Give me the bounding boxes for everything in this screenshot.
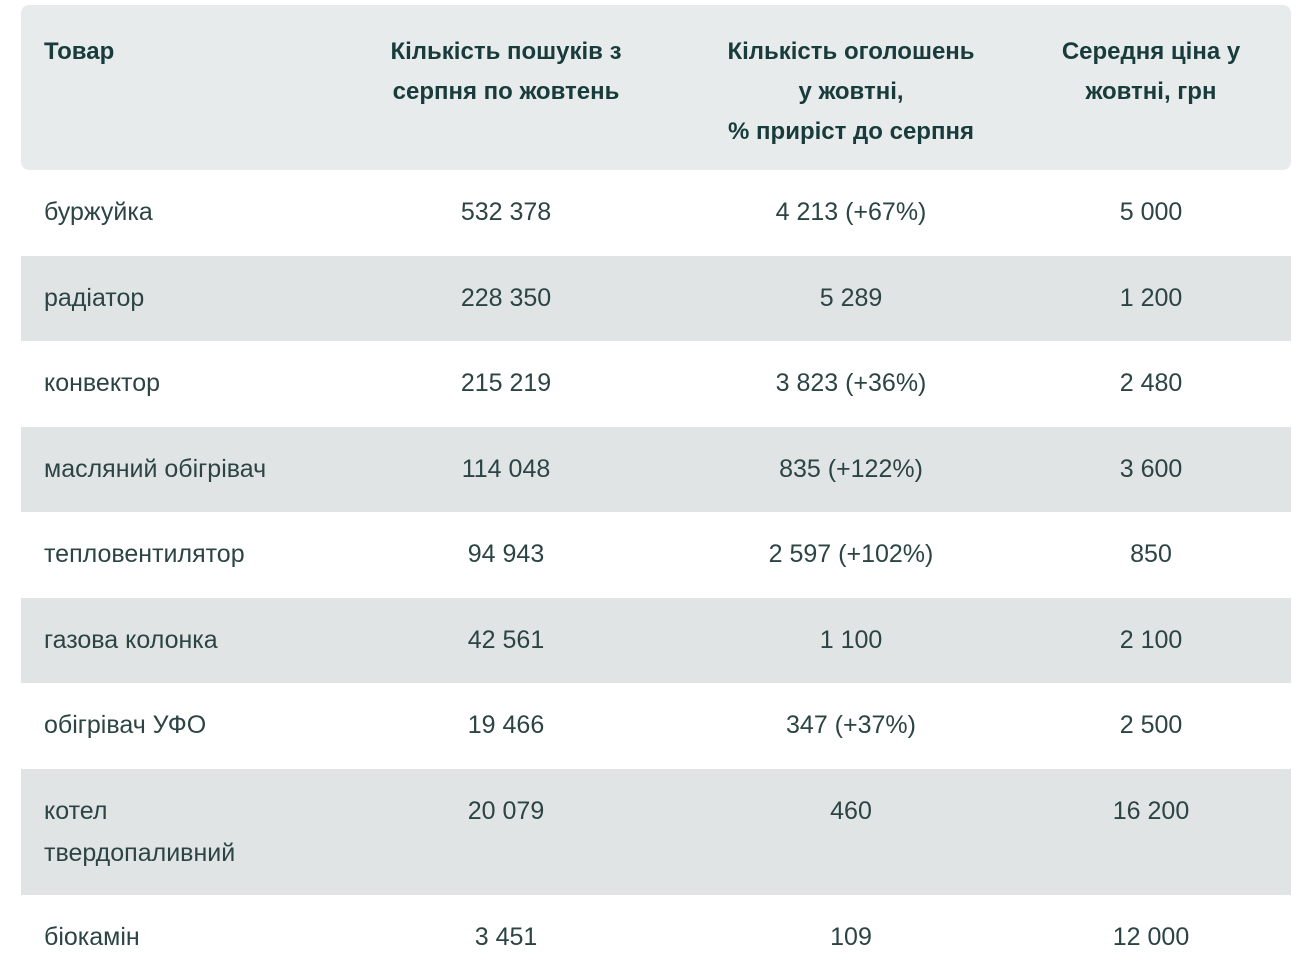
cell-listings: 2 597 (+102%) [768, 540, 934, 568]
cell-product: тепловентилятор [44, 540, 245, 568]
cell-listings: 835 (+122%) [779, 455, 923, 483]
cell-avg-price: 3 600 [1119, 455, 1183, 483]
table-row: тепловентилятор 94 943 2 597 (+102%) 850 [21, 512, 1291, 598]
table-row: масляний обігрівач 114 048 835 (+122%) 3… [21, 427, 1291, 512]
table-body: буржуйка 532 378 4 213 (+67%) 5 000 раді… [21, 170, 1291, 972]
cell-searches: 94 943 [467, 540, 545, 568]
cell-listings: 347 (+37%) [786, 711, 916, 739]
cell-searches: 228 350 [460, 284, 552, 312]
table-row: конвектор 215 219 3 823 (+36%) 2 480 [21, 341, 1291, 427]
table-header: Товар Кількість пошуків з серпня по жовт… [21, 5, 1291, 170]
cell-product: масляний обігрівач [44, 455, 267, 483]
cell-searches: 215 219 [460, 369, 552, 397]
cell-searches: 42 561 [467, 626, 545, 654]
price-table: Товар Кількість пошуків з серпня по жовт… [21, 5, 1291, 972]
cell-avg-price: 850 [1130, 540, 1172, 568]
cell-product: газова колонка [44, 626, 218, 654]
cell-avg-price: 2 100 [1119, 626, 1183, 654]
cell-searches: 114 048 [461, 455, 551, 483]
cell-searches: 532 378 [460, 198, 552, 226]
cell-listings: 5 289 [819, 284, 883, 312]
header-listings: Кількість оголошень у жовтні, % приріст … [727, 38, 975, 145]
table-row: біокамін 3 451 109 12 000 [21, 895, 1291, 972]
cell-avg-price: 1 200 [1119, 284, 1183, 312]
table-row: радіатор 228 350 5 289 1 200 [21, 256, 1291, 341]
header-avg-price: Середня ціна у жовтні, грн [1061, 38, 1241, 105]
table-row: газова колонка 42 561 1 100 2 100 [21, 598, 1291, 683]
header-searches: Кількість пошуків з серпня по жовтень [390, 38, 622, 105]
cell-listings: 109 [830, 923, 872, 951]
cell-searches: 20 079 [467, 797, 545, 825]
table-row: обігрівач УФО 19 466 347 (+37%) 2 500 [21, 683, 1291, 769]
cell-avg-price: 5 000 [1119, 198, 1183, 226]
cell-avg-price: 12 000 [1112, 923, 1190, 951]
cell-listings: 3 823 (+36%) [775, 369, 927, 397]
cell-listings: 1 100 [819, 626, 883, 654]
header-product: Товар [44, 38, 115, 65]
cell-product: радіатор [44, 284, 145, 312]
cell-listings: 4 213 (+67%) [775, 198, 927, 226]
table-row: буржуйка 532 378 4 213 (+67%) 5 000 [21, 170, 1291, 256]
cell-product: біокамін [44, 923, 140, 951]
cell-product: котел твердопаливний [44, 797, 236, 867]
cell-product: конвектор [44, 369, 161, 397]
cell-searches: 19 466 [467, 711, 545, 739]
table-row: котел твердопаливний 20 079 460 16 200 [21, 769, 1291, 895]
cell-avg-price: 16 200 [1112, 797, 1190, 825]
cell-product: буржуйка [44, 198, 153, 226]
cell-avg-price: 2 500 [1119, 711, 1183, 739]
cell-avg-price: 2 480 [1119, 369, 1183, 397]
cell-listings: 460 [830, 797, 872, 825]
cell-product: обігрівач УФО [44, 711, 207, 739]
cell-searches: 3 451 [474, 923, 538, 951]
